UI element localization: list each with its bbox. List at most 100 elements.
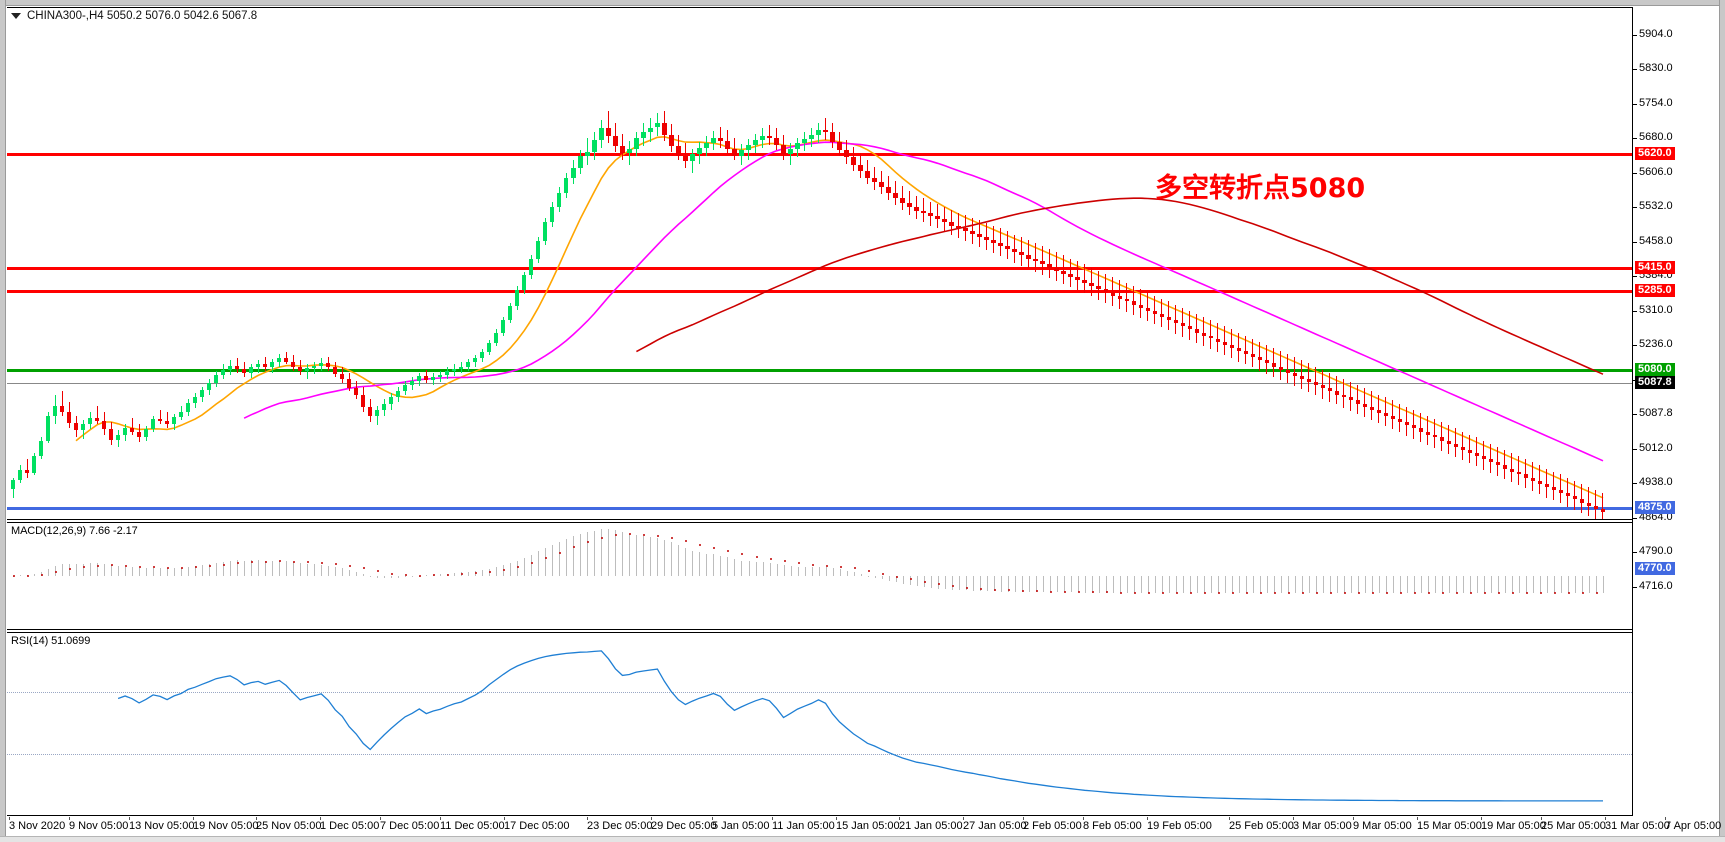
candle-body <box>788 148 793 155</box>
candle-body <box>115 434 121 440</box>
macd-signal-dot <box>1203 591 1206 594</box>
level-line-resistance-5285[interactable] <box>7 289 1632 293</box>
level-line-resistance-5620[interactable] <box>7 152 1632 156</box>
macd-histogram-bar <box>1175 576 1177 593</box>
time-axis-tick <box>712 817 713 820</box>
macd-histogram-bar <box>727 557 729 576</box>
candle-body <box>823 129 828 133</box>
level-line-support-4875[interactable] <box>7 506 1632 510</box>
candle-body <box>1383 412 1388 416</box>
macd-signal-dot <box>713 547 716 550</box>
macd-histogram-bar <box>1007 576 1009 592</box>
rsi-guide-line-70 <box>7 691 1632 693</box>
macd-histogram-bar <box>286 561 288 576</box>
candle-body <box>732 148 737 156</box>
time-axis-label: 9 Mar 05:00 <box>1353 820 1412 832</box>
candle-body <box>1159 313 1164 318</box>
price-axis-badge[interactable]: 4875.0 <box>1635 501 1675 514</box>
macd-histogram-bar <box>1070 576 1072 593</box>
macd-signal-dot <box>1189 591 1192 594</box>
macd-signal-dot <box>1245 591 1248 594</box>
macd-histogram-bar <box>559 541 561 576</box>
macd-signal-dot <box>1455 592 1458 594</box>
macd-histogram-bar <box>279 560 281 576</box>
candle-body <box>1586 502 1592 506</box>
candle-wick <box>1084 264 1086 294</box>
price-axis-label: 5680.0 <box>1639 131 1673 143</box>
macd-histogram-bar <box>944 576 946 590</box>
candle-wick <box>1021 236 1023 266</box>
macd-histogram-bar <box>748 561 750 576</box>
level-line-current-price-5087[interactable] <box>7 382 1632 384</box>
candle-body <box>872 177 877 182</box>
macd-signal-dot <box>1343 592 1346 594</box>
price-axis-label: 5087.8 <box>1639 407 1673 419</box>
ma-line-ma-slow <box>636 197 1604 375</box>
macd-signal-dot <box>937 583 940 586</box>
candle-wick <box>1350 382 1352 412</box>
price-axis-tick: 5384.0 <box>1633 269 1719 281</box>
macd-histogram-bar <box>657 537 659 576</box>
price-axis-badge[interactable]: 5087.8 <box>1635 376 1675 389</box>
candle-body <box>858 164 863 171</box>
candle-body <box>725 140 730 149</box>
macd-signal-dot <box>1582 592 1584 594</box>
price-axis-badge[interactable]: 5285.0 <box>1635 284 1675 297</box>
macd-signal-dot <box>167 566 170 569</box>
candle-body <box>844 150 849 158</box>
candle-wick <box>1294 357 1296 387</box>
macd-histogram-bar <box>1532 576 1534 594</box>
candle-body <box>851 157 856 165</box>
candle-body <box>1152 310 1157 314</box>
macd-histogram-bar <box>384 576 386 579</box>
macd-signal-dot <box>1399 592 1402 594</box>
candle-wick <box>1427 415 1429 445</box>
macd-histogram-bar <box>692 550 694 576</box>
macd-label: MACD(12,26,9) 7.66 -2.17 <box>11 525 138 537</box>
macd-histogram-bar <box>608 529 610 576</box>
macd-indicator-pane[interactable]: MACD(12,26,9) 7.66 -2.17 139.860.00-143.… <box>7 522 1632 630</box>
rsi-indicator-pane[interactable]: RSI(14) 51.0699 1007030 <box>7 632 1632 816</box>
symbol-info-bar: CHINA300-,H4 5050.2 5076.0 5042.6 5067.8 <box>11 10 257 22</box>
candle-body <box>101 420 107 430</box>
macd-histogram-bar <box>1084 576 1086 593</box>
candle-body <box>865 170 870 178</box>
macd-histogram-bar <box>1280 576 1282 593</box>
time-axis-label: 21 Jan 05:00 <box>899 820 963 832</box>
price-axis-badge[interactable]: 5415.0 <box>1635 261 1675 274</box>
price-chart-pane[interactable]: CHINA300-,H4 5050.2 5076.0 5042.6 5067.8… <box>7 7 1632 520</box>
macd-histogram-bar <box>1589 576 1590 594</box>
candle-body <box>1033 258 1038 262</box>
candle-body <box>417 375 422 381</box>
candle-wick <box>1595 490 1597 519</box>
level-line-pivot-5080[interactable] <box>7 368 1632 372</box>
candle-body <box>1404 422 1409 426</box>
candle-body <box>1453 443 1459 447</box>
candle-wick <box>26 459 28 478</box>
price-axis-tick: 4716.0 <box>1633 580 1719 592</box>
macd-histogram-bar <box>1575 576 1576 593</box>
macd-histogram-bar <box>1497 576 1499 593</box>
candle-body <box>473 358 478 363</box>
candle-body <box>508 305 513 321</box>
price-axis-badge[interactable]: 4770.0 <box>1635 562 1675 575</box>
macd-histogram-bar <box>1266 576 1268 593</box>
time-axis-tick <box>899 817 900 820</box>
macd-histogram-bar <box>874 576 876 578</box>
candle-wick <box>1567 477 1569 507</box>
macd-signal-dot <box>461 573 464 575</box>
macd-signal-dot <box>1133 591 1136 594</box>
price-axis-badge[interactable]: 5080.0 <box>1635 363 1675 376</box>
chevron-down-icon[interactable] <box>11 13 21 19</box>
price-axis-badge[interactable]: 5620.0 <box>1635 147 1675 160</box>
candle-body <box>753 139 758 145</box>
time-axis[interactable]: 3 Nov 2020 9 Nov 05:00 13 Nov 05:00 19 Nov … <box>7 817 1721 836</box>
macd-histogram-bar <box>412 576 414 577</box>
candle-body <box>1068 273 1073 277</box>
candle-body <box>1082 279 1087 284</box>
macd-histogram-bar <box>1448 576 1450 594</box>
price-axis[interactable]: 5904.0 5830.0 5754.0 5680.0 5606.0 5532.0 5458… <box>1633 7 1719 816</box>
candle-body <box>1040 261 1045 265</box>
macd-histogram-bar <box>741 560 743 576</box>
candle-body <box>80 424 86 431</box>
